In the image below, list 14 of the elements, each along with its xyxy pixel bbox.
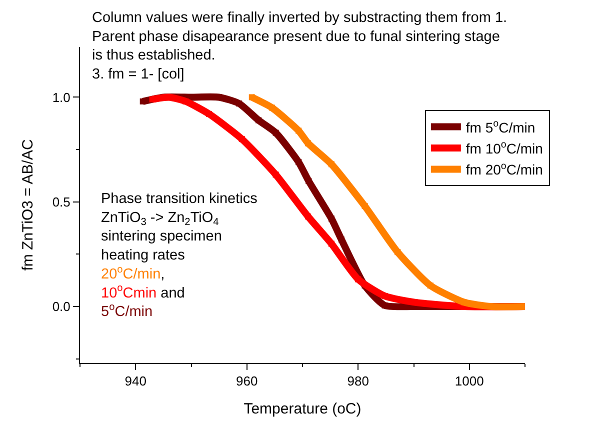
y-tick-label: 0.5	[52, 194, 70, 210]
x-tick-label: 980	[347, 374, 369, 389]
legend-label: fm 10$^{o}$C/min	[466, 140, 543, 156]
annotation: Column values were finally inverted by substracting them from 1. Parent phase disapearance present due to funal sintering stage is thus established. 3. fm = 1- [col]	[92, 10, 508, 83]
legend-label: fm 5$^{o}$C/min	[466, 118, 536, 136]
y-tick-label: 0.0	[52, 299, 70, 314]
x-tick-label: 1000	[454, 374, 484, 389]
legend-label: fm 20$^{o}$C/min	[466, 160, 543, 178]
y-axis-title: fm ZnTiO3 = AB/AC	[20, 139, 37, 271]
y-tick-label: 1.0	[52, 90, 70, 105]
x-tick-label: 960	[236, 374, 258, 389]
x-axis-title: Temperature (oC)	[244, 400, 362, 418]
x-tick-label: 940	[124, 374, 146, 389]
text: Phase transition kinetics ZnTiO$_{3}$ -> Zn$_{2}$TiO$_{4}$ sintering specimen heating rates 20$^{o}$C/min, 10$^{o}$Cmin and 5$^{o}$C/min	[101, 191, 258, 320]
